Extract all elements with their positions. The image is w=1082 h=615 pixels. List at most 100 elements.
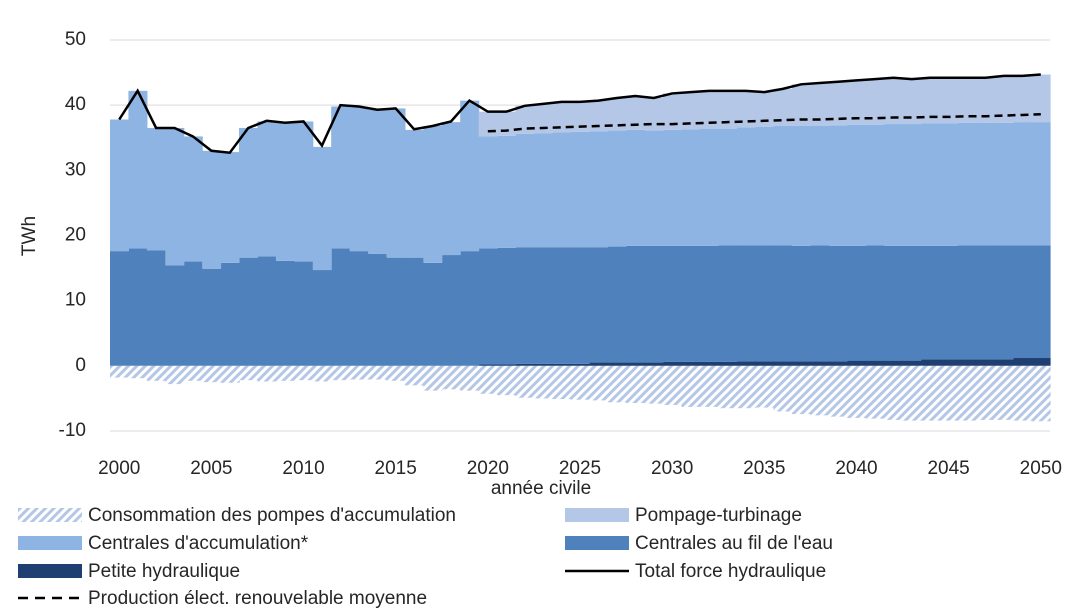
area-segment: [460, 251, 480, 366]
area-segment: [368, 365, 388, 380]
area-segment: [497, 365, 517, 396]
area-segment: [957, 245, 977, 360]
area-segment: [626, 245, 646, 363]
area-segment: [755, 361, 775, 366]
area-segment: [570, 131, 590, 248]
area-segment: [976, 359, 996, 366]
area-segment: [791, 365, 811, 415]
area-segment: [884, 124, 904, 246]
area-segment: [828, 81, 848, 126]
area-segment: [939, 123, 959, 246]
area-segment: [865, 79, 885, 125]
legend-label: Pompage-turbinage: [635, 505, 802, 526]
area-segment: [220, 365, 240, 383]
legend-label: Production élect. renouvelable moyenne: [88, 588, 427, 609]
area-segment: [644, 130, 664, 246]
area-segment: [110, 119, 130, 252]
area-segment: [884, 365, 904, 420]
area-segment: [589, 365, 609, 401]
legend-swatch: [18, 564, 82, 578]
area-segment: [644, 245, 664, 363]
area-segment: [699, 365, 719, 407]
area-segment: [533, 247, 553, 364]
area-segment: [994, 359, 1014, 366]
area-segment: [570, 101, 590, 132]
area-segment: [183, 261, 203, 366]
area-segment: [239, 365, 259, 381]
area-segment: [275, 365, 295, 381]
area-segment: [847, 245, 867, 361]
area-segment: [460, 365, 480, 391]
x-tick-label: 2020: [467, 458, 509, 479]
area-segment: [865, 245, 885, 361]
x-axis-label: année civile: [491, 478, 591, 499]
x-tick-label: 2025: [559, 458, 601, 479]
area-segment: [847, 80, 867, 125]
area-segment: [957, 77, 977, 123]
area-segment: [386, 365, 406, 381]
area-segment: [773, 365, 793, 412]
y-axis-label: TWh: [19, 216, 40, 256]
area-segment: [1031, 74, 1051, 123]
area-segment: [460, 100, 480, 252]
area-segment: [718, 245, 738, 362]
area-segment: [1031, 365, 1051, 422]
area-segment: [884, 245, 904, 361]
area-segment: [920, 365, 941, 421]
area-segment: [110, 365, 130, 378]
x-tick-label: 2035: [743, 458, 785, 479]
area-segment: [718, 361, 738, 366]
area-segment: [552, 363, 572, 366]
area-segment: [626, 129, 646, 246]
area-segment: [515, 247, 535, 364]
area-segment: [902, 245, 922, 361]
area-segment: [533, 133, 553, 248]
area-segment: [699, 245, 719, 362]
y-tick-label: 40: [65, 94, 86, 115]
area-segment: [552, 365, 572, 400]
area-segment: [662, 245, 682, 362]
legend-label: Petite hydraulique: [88, 561, 240, 582]
area-segment: [810, 126, 830, 246]
area-segment: [957, 122, 977, 246]
area-segment: [202, 365, 222, 383]
area-segment: [368, 109, 388, 254]
area-segment: [681, 361, 701, 366]
area-segment: [773, 361, 793, 366]
area-segment: [294, 365, 314, 381]
area-segment: [920, 359, 941, 366]
area-segment: [607, 246, 627, 363]
area-segment: [902, 79, 922, 125]
area-segment: [552, 101, 572, 133]
area-segment: [736, 361, 756, 366]
area-segment: [202, 268, 222, 366]
legend-label: Centrales d'accumulation*: [88, 533, 309, 554]
area-segment: [165, 365, 185, 385]
area-segment: [662, 93, 682, 130]
area-segment: [755, 126, 775, 246]
area-segment: [478, 248, 498, 365]
area-segment: [755, 365, 775, 408]
area-segment: [331, 106, 351, 249]
area-segment: [699, 90, 719, 129]
area-segment: [497, 135, 517, 248]
area-segment: [589, 247, 609, 363]
area-segment: [275, 122, 295, 261]
area-segment: [589, 100, 609, 132]
area-segment: [847, 360, 867, 366]
area-segment: [920, 77, 941, 124]
area-segment: [404, 365, 424, 386]
area-segment: [865, 360, 885, 366]
area-segment: [423, 365, 443, 391]
area-segment: [349, 365, 369, 380]
area-segment: [239, 127, 259, 258]
area-segment: [644, 365, 664, 404]
area-segment: [828, 361, 848, 366]
area-segment: [1013, 358, 1033, 366]
area-segment: [607, 97, 627, 131]
x-tick-label: 2050: [1020, 458, 1062, 479]
area-segment: [644, 97, 664, 131]
area-segment: [533, 103, 553, 134]
area-segment: [515, 365, 535, 398]
legend-label: Centrales au fil de l'eau: [635, 533, 833, 554]
